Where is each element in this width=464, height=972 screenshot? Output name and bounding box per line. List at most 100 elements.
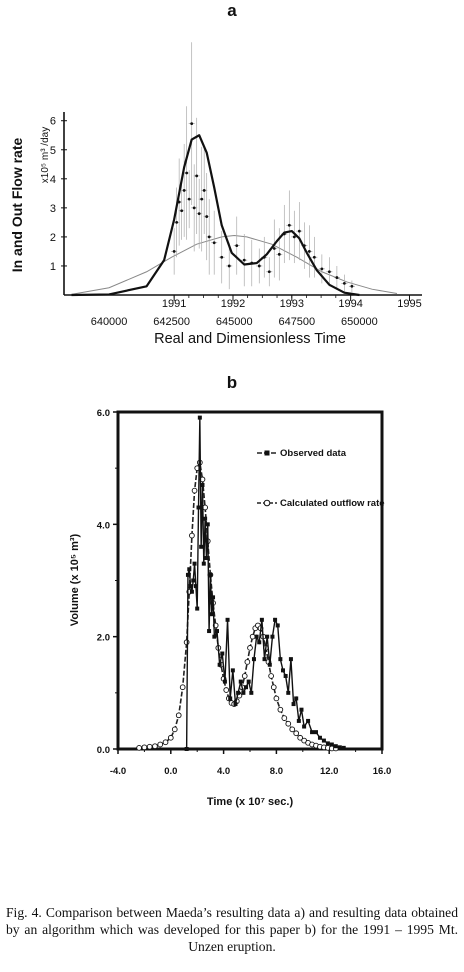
panel-a-data-point [235, 244, 239, 248]
panel-b-observed-point [233, 702, 238, 707]
panel-b-observed-point [193, 584, 198, 589]
panel-a-x-axis-title: Real and Dimensionless Time [154, 331, 346, 347]
panel-a-data-point [202, 189, 206, 192]
panel-b-observed-point [205, 522, 210, 527]
panel-a-y-tick-label: 2 [50, 232, 56, 244]
panel-a-data-point [192, 206, 196, 210]
panel-a-y-tick-label: 4 [50, 174, 56, 186]
panel-b-calculated-point [268, 673, 274, 679]
chart-panel-a: a In and Out Flow rate x10⁵ m³ /day 1 2 3 4… [9, 1, 422, 347]
panel-b-calculated-point [162, 739, 169, 746]
panel-a-year-tick-label: 1993 [280, 298, 304, 310]
panel-a-x-tick-label: 642500 [153, 316, 190, 328]
panel-a-data-point [350, 284, 354, 288]
panel-b-calculated-point [244, 659, 251, 665]
panel-a-y-tick-label: 3 [50, 203, 56, 215]
panel-b-calculated-point [183, 639, 190, 646]
panel-b-observed-point [203, 516, 208, 521]
legend-calculated-label: Calculated outflow rate [280, 498, 385, 509]
panel-b-calculated-point [171, 726, 178, 733]
panel-b-y-tick-label: 2.0 [97, 633, 110, 644]
panel-b-observed-point [294, 696, 299, 701]
panel-b-observed-point [187, 567, 192, 572]
panel-a-data-point [187, 197, 191, 201]
panel-b-observed-point [333, 744, 338, 749]
panel-b-x-axis-title: Time (x 10⁷ sec.) [207, 796, 294, 808]
panel-b-x-tick-label: 8.0 [270, 766, 283, 777]
panel-b-calculated-point [249, 633, 256, 640]
panel-b-observed-point [199, 544, 204, 549]
legend-observed-marker [264, 450, 270, 456]
panel-b-observed-point [196, 505, 201, 510]
panel-b-observed-point [207, 629, 212, 634]
panel-b-legend: Observed data Calculated outflow rate [257, 448, 385, 509]
panel-b-observed-point [191, 578, 196, 583]
panel-b-calculated-point [175, 712, 182, 719]
figure-caption: Fig. 4. Comparison between Maeda’s resul… [6, 905, 458, 954]
panel-a-label: a [227, 1, 237, 20]
panel-b-observed-point [299, 707, 304, 712]
panel-b-x-tick-label: 0.0 [164, 766, 177, 777]
panel-b-observed-point [244, 685, 249, 690]
panel-a-x-tick-label: 640000 [91, 316, 128, 328]
panel-b-y-tick-label: 4.0 [97, 520, 110, 531]
panel-b-observed-point [278, 657, 283, 662]
panel-a-data-point [257, 264, 261, 268]
panel-a-fitted-curve [71, 134, 360, 297]
panel-b-observed-point [296, 718, 301, 723]
panel-b-observed-point [204, 556, 209, 561]
panel-b-x-tick-label: 12.0 [320, 766, 339, 777]
panel-b-observed-point [267, 662, 272, 667]
panel-b-calculated-point [285, 720, 292, 727]
panel-b-observed-point [209, 612, 214, 617]
panel-b-observed-point [321, 738, 326, 743]
panel-b-calculated-point [136, 745, 142, 751]
panel-b-calculated-point [189, 532, 195, 539]
panel-b-calculated-point [297, 734, 304, 741]
panel-a-data-point [175, 220, 179, 224]
panel-b-calculated-point [223, 687, 230, 693]
panel-b-observed-point [246, 679, 251, 684]
panel-a-data-point [335, 276, 339, 279]
panel-b-observed-point [185, 572, 190, 577]
panel-b-label: b [227, 373, 237, 392]
panel-b-observed-point [286, 690, 291, 695]
panel-b-calculated-point [157, 741, 164, 748]
panel-b-y-tick-label: 0.0 [97, 745, 110, 756]
panel-a-data-point [292, 235, 296, 239]
panel-a-data-point [320, 267, 324, 271]
panel-b-observed-point [230, 668, 235, 673]
panel-b-x-tick-label: 4.0 [217, 766, 230, 777]
legend-calculated-marker [263, 499, 271, 507]
panel-b-observed-point [337, 745, 342, 750]
panel-a-data-point [287, 223, 291, 227]
panel-b-observed-point [222, 679, 227, 684]
panel-a-data-point [342, 281, 346, 285]
panel-b-observed-point [217, 662, 222, 667]
panel-b-observed-point [238, 679, 243, 684]
panel-b-observed-point [184, 747, 189, 751]
panel-b-calculated-point [281, 715, 288, 721]
panel-b-observed-point [270, 634, 275, 639]
panel-b-observed-point [314, 730, 318, 735]
panel-a-gaussian-curve [71, 234, 398, 295]
panel-b-plot-frame [116, 410, 384, 751]
panel-a-x-tick-label: 650000 [341, 316, 378, 328]
panel-b-observed-point [302, 724, 307, 729]
panel-b-observed-point [310, 730, 315, 735]
panel-b-observed-point [215, 629, 219, 634]
panel-a-x-tick-label: 647500 [278, 316, 315, 328]
panel-a-data-point [272, 247, 276, 250]
panel-a-data-point [242, 258, 246, 262]
panel-a-data-point [182, 189, 186, 192]
panel-a-year-tick-label: 1995 [397, 298, 421, 310]
panel-b-observed-point [283, 673, 288, 678]
panel-a-year-tick-label: 1991 [162, 298, 186, 310]
panel-b-observed-point [306, 718, 311, 723]
panel-b-observed-point [188, 584, 193, 589]
panel-a-data-point [212, 241, 216, 245]
panel-a-data-point [200, 197, 204, 201]
panel-b-calculated-point [273, 695, 280, 702]
panel-b-calculated-point [146, 743, 153, 750]
panel-b-calculated-point [141, 744, 148, 751]
